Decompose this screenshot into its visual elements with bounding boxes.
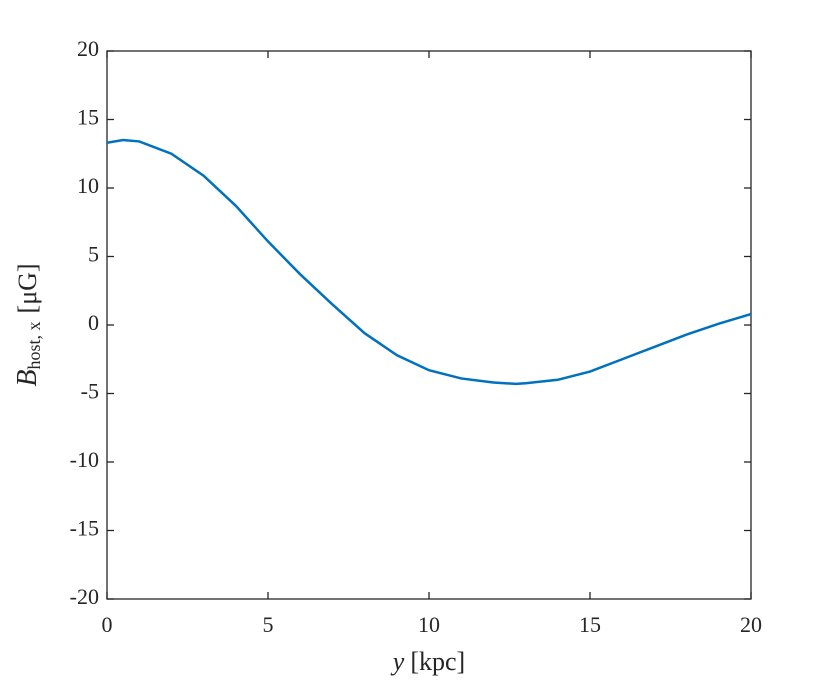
x-tick-label: 20 (740, 612, 762, 637)
y-label-unit: [μG] (13, 263, 42, 313)
y-label-main: B (12, 369, 43, 386)
x-label-var: y (390, 647, 405, 676)
y-tick-label: -10 (70, 447, 99, 472)
x-tick-label: 10 (418, 612, 440, 637)
y-tick-label: -15 (70, 516, 99, 541)
x-tick-label: 5 (263, 612, 274, 637)
plot-frame (106, 50, 752, 600)
y-tick-label: 20 (77, 36, 99, 61)
x-axis-label: y [kpc] (390, 647, 465, 676)
y-label-sub: host, x (24, 321, 44, 369)
y-axis-label: Bhost, x [μG] (12, 263, 44, 386)
y-tick-label: 5 (88, 242, 99, 267)
y-tick-label: 10 (77, 173, 99, 198)
x-label-unit: [kpc] (410, 647, 465, 676)
line-series (106, 138, 752, 386)
y-tick-label: 0 (88, 310, 99, 335)
y-tick-label: -20 (70, 584, 99, 609)
y-tick-label: -5 (81, 379, 99, 404)
y-tick-label: 15 (77, 105, 99, 130)
x-tick-label: 0 (102, 612, 113, 637)
x-tick-label: 15 (579, 612, 601, 637)
